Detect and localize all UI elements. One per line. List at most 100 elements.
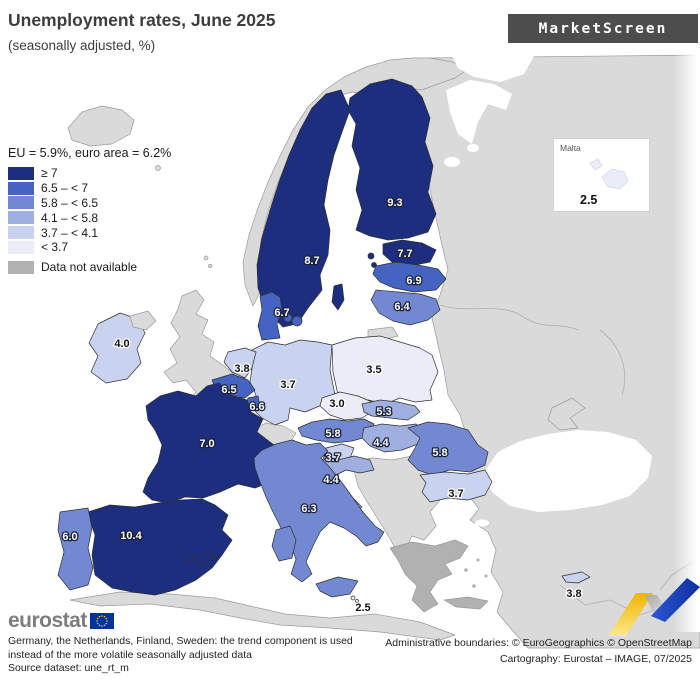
legend-row-1: 6.5 – < 7: [8, 181, 171, 196]
iceland-shape: [67, 105, 135, 147]
map-layer-non-eu-details: [439, 304, 696, 616]
legend-row-2: 5.8 – < 6.5: [8, 196, 171, 211]
footnote-line1: Germany, the Netherlands, Finland, Swede…: [8, 635, 353, 647]
country-romania: [407, 421, 489, 476]
shetland-islands: [203, 255, 209, 261]
estonian-island: [371, 262, 377, 268]
country-slovakia: [361, 399, 421, 421]
country-value-label-fr: 7.0: [199, 438, 214, 450]
sea-of-marmara: [475, 519, 489, 527]
legend-swatch-na: [8, 260, 34, 274]
eu-flag-star: [103, 624, 106, 627]
map-value-labels: 9.3 8.7 7.7 6.9 6.4 6.7 4.0 3.8 3.7 3.5 6.5 6.6 3.0 5…: [61, 196, 583, 616]
shetland-islands: [208, 264, 212, 268]
eu-flag-star: [105, 617, 107, 620]
country-malta: [355, 599, 359, 603]
country-value-label-hu: 4.4: [373, 437, 389, 449]
legend-rows: ≥ 7 6.5 – < 7 5.8 – < 6.5 4.1 – < 5.8 3.7 – …: [8, 166, 171, 255]
balearic-islands: [191, 552, 217, 564]
country-value-label-at: 5.8: [325, 428, 340, 440]
country-value-label-hr: 4.4: [323, 474, 339, 486]
lake-onega: [467, 144, 479, 152]
legend-swatch-2: [8, 196, 34, 210]
country-value-label-ro: 5.8: [432, 447, 447, 459]
country-value-label-sk: 5.3: [376, 406, 391, 418]
belarus-ukraine-border: [439, 304, 579, 331]
legend-swatch-3: [8, 211, 34, 225]
legend-row-3: 4.1 – < 5.8: [8, 210, 171, 225]
brand-logo: MarketScreen: [508, 14, 698, 43]
country-value-label-cz: 3.0: [329, 398, 344, 410]
aegean-island: [472, 584, 476, 588]
white-sea: [446, 80, 512, 144]
faroe-islands: [155, 165, 161, 171]
country-value-label-si: 3.7: [325, 452, 340, 464]
legend-row-5: < 3.7: [8, 240, 171, 255]
legend-label-0: ≥ 7: [41, 166, 58, 181]
barents-notch: [452, 56, 534, 82]
map-layer-eu: [57, 78, 591, 603]
map-edge-fade: [674, 52, 700, 632]
country-malta: [350, 595, 356, 601]
sicily-shape: [315, 576, 359, 598]
danish-island: [291, 315, 303, 327]
eu-flag-star: [105, 622, 107, 625]
eu-flag-star: [101, 615, 103, 617]
country-value-label-it: 6.3: [301, 503, 316, 515]
legend-swatch-0: [8, 166, 34, 180]
aegean-island: [476, 558, 480, 562]
eu-flag-star: [98, 615, 101, 618]
country-value-label-de: 3.7: [280, 379, 295, 391]
country-lithuania: [370, 289, 441, 326]
estonian-island: [367, 252, 375, 260]
country-estonia: [382, 239, 437, 267]
country-value-label-bg: 3.7: [448, 488, 463, 500]
eu-flag-star: [96, 620, 98, 622]
malta-inset-value: 2.5: [580, 193, 598, 207]
country-value-label-nl: 3.8: [234, 363, 249, 375]
eu-flag-icon: [89, 613, 114, 629]
country-italy: [253, 439, 385, 583]
country-value-label-lu: 6.6: [249, 401, 264, 413]
country-value-label-pl: 3.5: [366, 364, 381, 376]
malta-inset-map: [589, 158, 629, 190]
crimea-shape: [547, 397, 586, 431]
legend-label-3: 4.1 – < 5.8: [41, 210, 99, 225]
north-africa-coast: [69, 591, 456, 641]
map-legend: EU = 5.9%, euro area = 6.2% ≥ 7 6.5 – < 7…: [8, 146, 171, 275]
country-value-label-ee: 7.7: [397, 248, 412, 260]
crete-shape: [443, 596, 489, 610]
eu-flag-star: [98, 624, 101, 627]
eu-flag-star: [101, 625, 103, 627]
black-sea: [484, 430, 652, 512]
footer-right: Administrative boundaries: © EuroGeograp…: [385, 636, 692, 668]
country-greece: [389, 539, 469, 613]
country-finland: [347, 78, 437, 241]
country-bulgaria: [419, 469, 493, 503]
malta-inset: Malta 2.5: [553, 138, 650, 212]
country-value-label-fi: 9.3: [387, 197, 402, 209]
country-cyprus: [561, 571, 591, 584]
country-portugal: [57, 507, 94, 591]
balearic-island: [183, 557, 189, 563]
country-value-label-se: 8.7: [304, 255, 319, 267]
legend-label-1: 6.5 – < 7: [41, 181, 89, 196]
aegean-island: [484, 574, 488, 578]
aegean-island: [464, 568, 468, 572]
legend-label-2: 5.8 – < 6.5: [41, 195, 99, 210]
eu-flag-star: [103, 615, 106, 618]
source-dataset: Source dataset: une_rt_m: [8, 662, 129, 675]
legend-row-na: Data not available: [8, 260, 171, 275]
country-value-label-pt: 6.0: [62, 531, 77, 543]
malta-island-shape: [601, 168, 629, 190]
country-value-label-cy: 3.8: [566, 588, 581, 600]
northern-ireland-shape: [129, 310, 157, 331]
malta-inset-title: Malta: [560, 143, 581, 153]
sardinia-shape: [271, 525, 297, 562]
boundaries-credit: Administrative boundaries: © EuroGeograp…: [385, 637, 692, 649]
page-subtitle: (seasonally adjusted, %): [8, 38, 156, 53]
legend-label-na: Data not available: [41, 260, 138, 275]
legend-label-4: 3.7 – < 4.1: [41, 225, 99, 240]
